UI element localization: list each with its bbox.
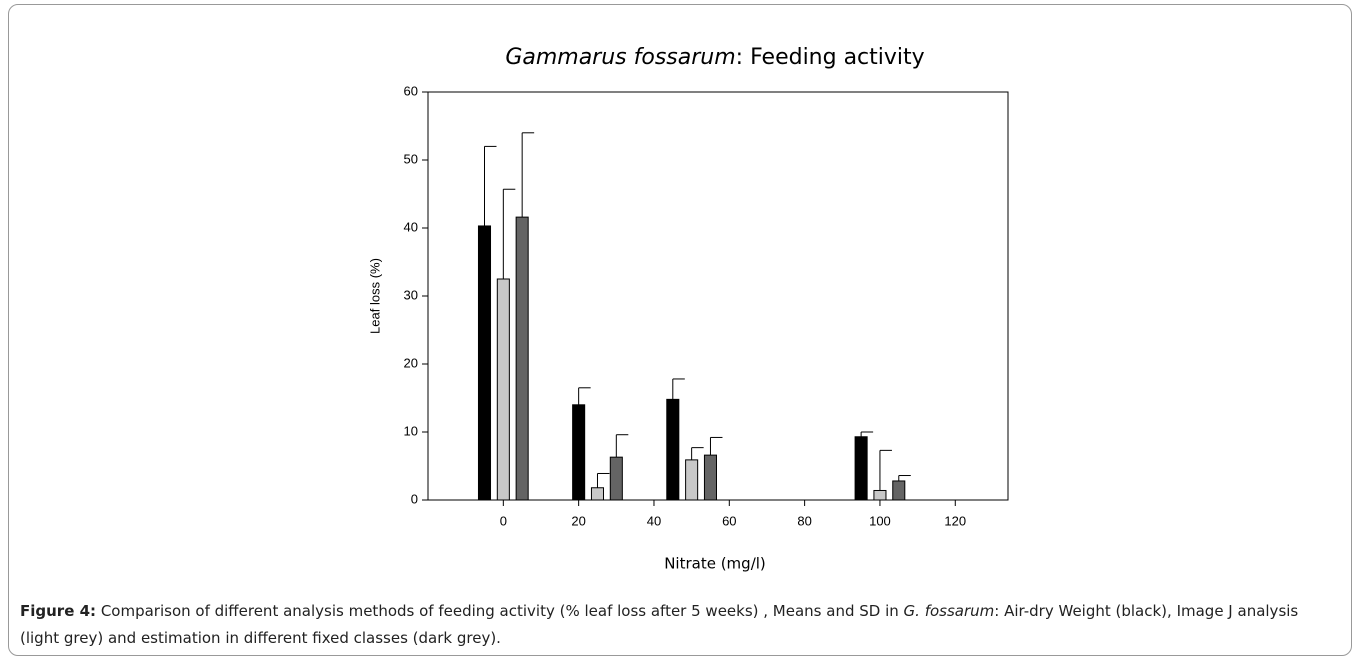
bar <box>477 225 492 501</box>
caption-segment: G. fossarum <box>903 602 995 620</box>
caption-segment: Comparison of different analysis methods… <box>96 602 904 620</box>
x-tick-label: 0 <box>500 513 507 528</box>
y-tick-label: 20 <box>404 355 418 370</box>
title-text: : Feeding activity <box>736 45 925 70</box>
chart: Gammarus fossarum: Feeding activity Nitr… <box>367 45 1009 573</box>
y-tick-label: 40 <box>404 219 418 234</box>
chart-title: Gammarus fossarum: Feeding activity <box>505 45 924 70</box>
figure-frame <box>8 4 1352 656</box>
y-tick-label: 50 <box>404 151 418 166</box>
x-tick-label: 40 <box>647 513 661 528</box>
y-tick-label: 30 <box>404 287 418 302</box>
bar <box>609 456 623 501</box>
bar <box>572 404 586 501</box>
y-tick-label: 10 <box>404 423 418 438</box>
x-tick-label: 80 <box>797 513 811 528</box>
bar <box>854 436 868 501</box>
bar <box>515 216 529 501</box>
x-tick-label: 100 <box>869 513 891 528</box>
y-tick-label: 0 <box>411 491 418 506</box>
x-axis-label: Nitrate (mg/l) <box>664 555 766 573</box>
title-species: Gammarus fossarum <box>505 45 735 70</box>
bar <box>666 398 680 501</box>
caption: Figure 4: Comparison of different analys… <box>20 598 1340 652</box>
plot-frame <box>427 91 1009 501</box>
caption-segment: Figure 4: <box>20 602 97 620</box>
x-tick-label: 20 <box>571 513 585 528</box>
x-tick-label: 120 <box>944 513 966 528</box>
y-tick-label: 60 <box>404 83 418 98</box>
bar <box>892 480 906 501</box>
bar <box>703 454 717 501</box>
caption-segment: : Air-dry Weight (black), Image J analys… <box>20 602 1299 647</box>
bar <box>496 278 510 501</box>
bar <box>685 459 699 501</box>
bar <box>873 489 887 501</box>
bar <box>590 487 605 501</box>
y-axis-label: Leaf loss (%) <box>367 258 382 334</box>
x-tick-label: 60 <box>722 513 736 528</box>
